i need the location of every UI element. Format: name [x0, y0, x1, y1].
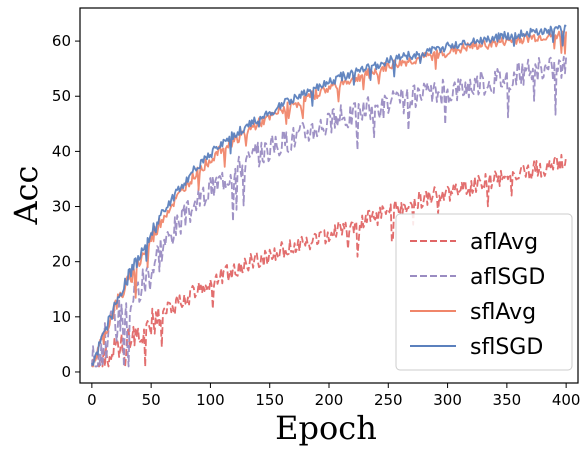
x-tick-label: 0 [87, 391, 97, 409]
series-line-sflAvg [91, 30, 567, 368]
x-tick-label: 400 [552, 391, 581, 409]
legend-label-aflSGD: aflSGD [470, 265, 545, 290]
legend-label-sflAvg: sflAvg [470, 300, 536, 325]
y-tick-label: 10 [52, 308, 71, 326]
legend-box [395, 213, 573, 371]
x-tick-label: 100 [196, 391, 225, 409]
x-tick-label: 250 [374, 391, 403, 409]
series-line-sflSGD [91, 24, 567, 367]
y-tick-label: 0 [61, 363, 71, 381]
series-line-aflSGD [91, 55, 567, 368]
x-axis: 0 50 100 150 200 250 300 350 400 [87, 383, 580, 409]
legend-label-sflSGD: sflSGD [470, 335, 543, 360]
y-tick-label: 20 [52, 253, 71, 271]
y-tick-label: 50 [52, 87, 71, 105]
x-axis-title: Epoch [275, 409, 377, 447]
x-tick-label: 300 [433, 391, 462, 409]
y-axis: 0 10 20 30 40 50 60 [52, 32, 80, 381]
x-tick-label: 350 [493, 391, 522, 409]
y-tick-label: 40 [52, 142, 71, 160]
x-tick-label: 200 [315, 391, 344, 409]
legend: aflAvg aflSGD sflAvg sflSGD [395, 213, 573, 371]
y-tick-label: 60 [52, 32, 71, 50]
y-tick-label: 30 [52, 198, 71, 216]
series-layer [91, 24, 567, 368]
x-tick-label: 50 [142, 391, 161, 409]
legend-label-aflAvg: aflAvg [470, 230, 538, 255]
x-tick-label: 150 [255, 391, 284, 409]
y-axis-title: Acc [7, 166, 45, 226]
series-line-aflAvg [91, 153, 567, 368]
